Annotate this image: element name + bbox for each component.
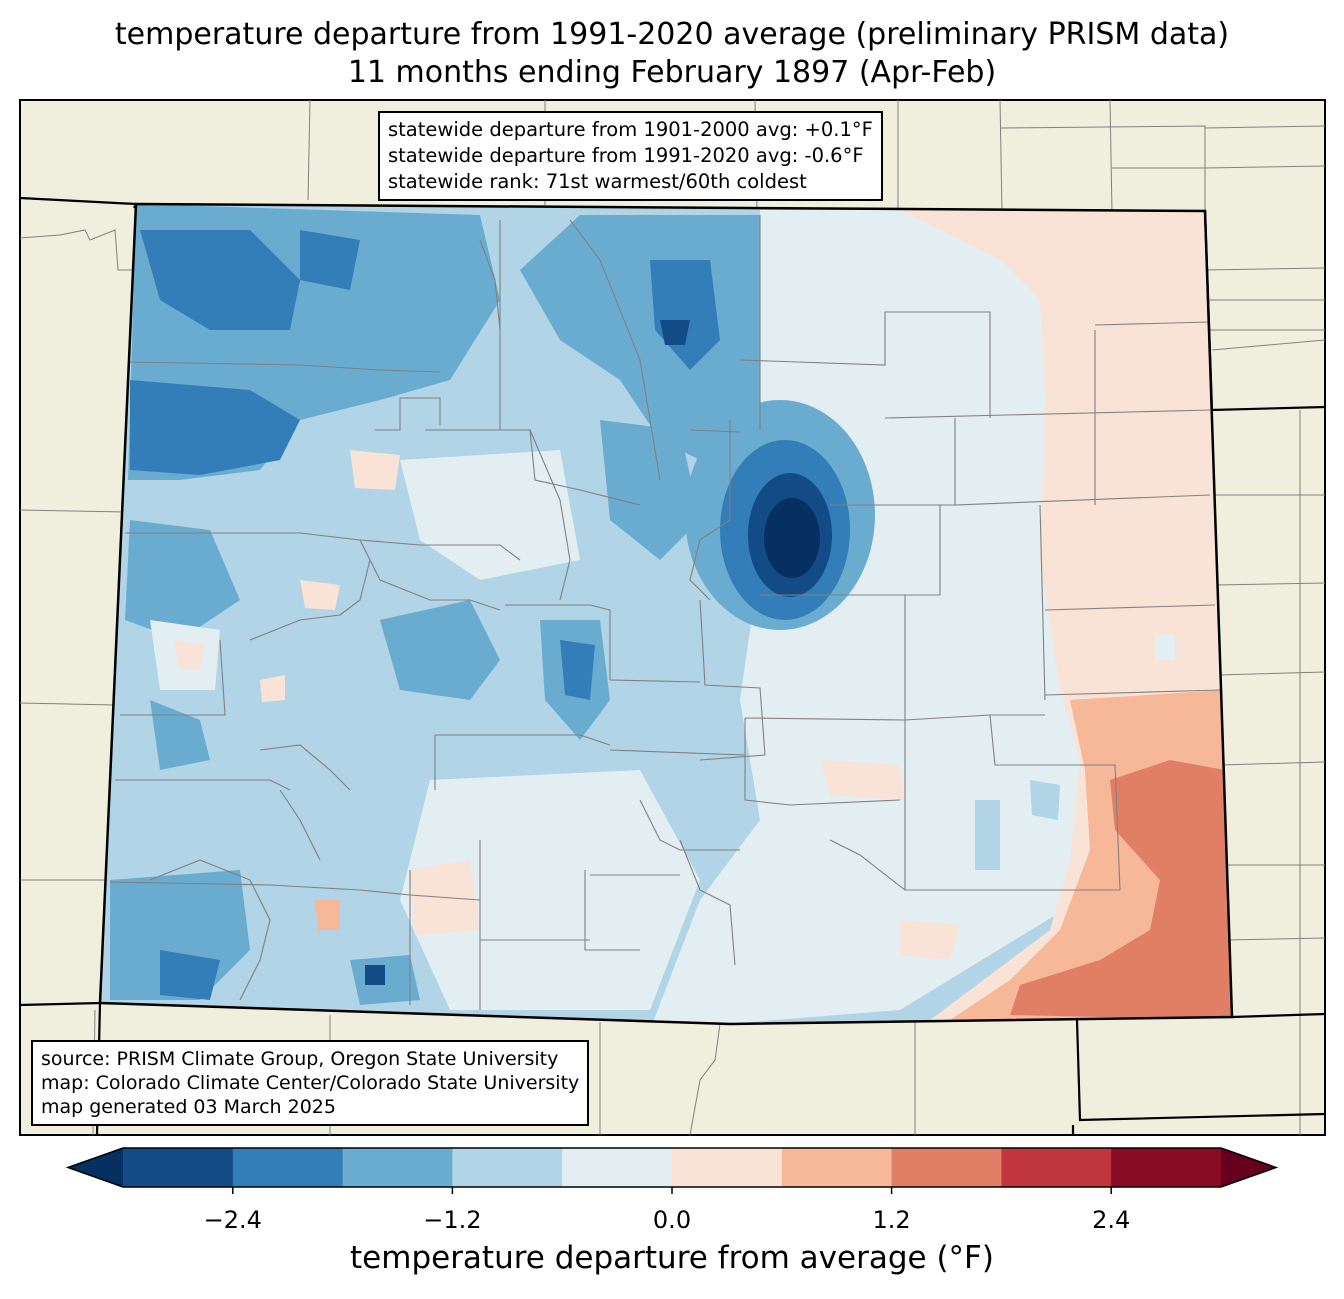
colorbar-tick-label: 1.2 <box>872 1206 911 1234</box>
source-line-1: source: PRISM Climate Group, Oregon Stat… <box>41 1048 559 1070</box>
colorbar-segment <box>672 1148 783 1187</box>
colorbar-segment <box>1001 1148 1112 1187</box>
colorbar-segment <box>891 1148 1002 1187</box>
statewide-stats-box: statewide departure from 1901-2000 avg: … <box>378 111 883 201</box>
source-line-3: map generated 03 March 2025 <box>41 1096 336 1118</box>
stats-line-2: statewide departure from 1991-2020 avg: … <box>388 144 864 167</box>
chart-subtitle: 11 months ending February 1897 (Apr-Feb) <box>347 55 997 90</box>
colorbar-segment <box>1111 1148 1222 1187</box>
colorbar <box>65 1147 1279 1194</box>
colorbar-segment <box>232 1148 344 1187</box>
colorbar-over-arrow <box>1221 1148 1276 1187</box>
colorbar-outline <box>65 1147 1279 1188</box>
colorbar-tick-label: 0.0 <box>652 1206 692 1234</box>
colorbar-tick-label: −1.2 <box>423 1206 482 1234</box>
colorado-border <box>98 202 1234 1026</box>
colorbar-segment <box>123 1148 234 1187</box>
source-line-2: map: Colorado Climate Center/Colorado St… <box>41 1072 580 1094</box>
temperature-field <box>100 204 1232 1024</box>
source-box: source: PRISM Climate Group, Oregon Stat… <box>31 1040 590 1126</box>
colorbar-label: temperature departure from average (°F) <box>350 1240 994 1276</box>
colorbar-tick-label: −2.4 <box>203 1206 262 1234</box>
colorbar-segment <box>562 1148 673 1187</box>
stats-line-1: statewide departure from 1901-2000 avg: … <box>388 118 873 141</box>
colorbar-under-arrow <box>68 1148 123 1187</box>
colorbar-segment <box>781 1148 893 1187</box>
colorbar-segment <box>342 1148 453 1187</box>
chart-title: temperature departure from 1991-2020 ave… <box>114 17 1230 52</box>
colorbar-segment <box>452 1148 563 1187</box>
county-lines <box>109 215 1221 1010</box>
stats-line-3: statewide rank: 71st warmest/60th coldes… <box>388 170 807 193</box>
colorbar-tick-label: 2.4 <box>1092 1206 1131 1234</box>
